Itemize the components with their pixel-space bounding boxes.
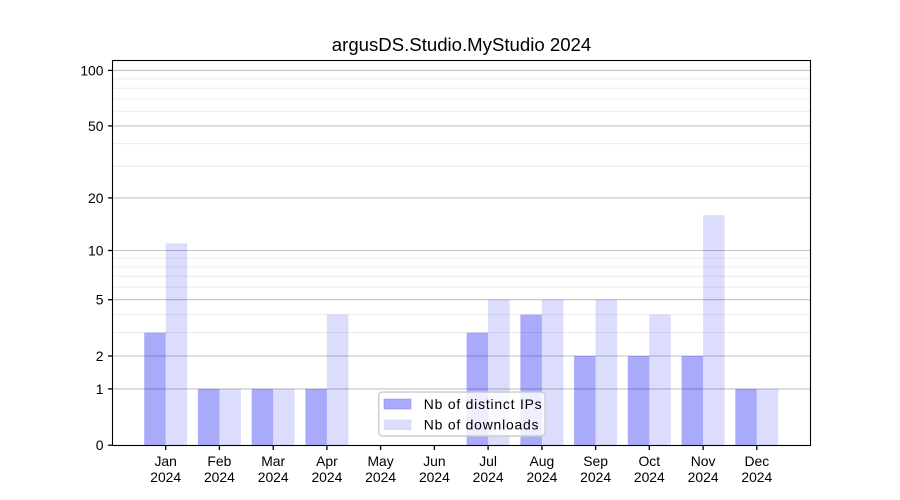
svg-text:2024: 2024: [419, 469, 450, 485]
svg-text:May: May: [367, 453, 393, 469]
svg-text:0: 0: [96, 437, 104, 453]
svg-text:10: 10: [88, 242, 104, 258]
svg-text:2024: 2024: [473, 469, 504, 485]
svg-text:2024: 2024: [688, 469, 719, 485]
svg-text:Apr: Apr: [316, 453, 338, 469]
svg-text:20: 20: [88, 190, 104, 206]
svg-text:2024: 2024: [204, 469, 235, 485]
svg-text:5: 5: [96, 292, 104, 308]
svg-text:2024: 2024: [526, 469, 557, 485]
svg-text:Sep: Sep: [583, 453, 608, 469]
svg-text:Nb of distinct IPs: Nb of distinct IPs: [424, 396, 543, 412]
svg-text:argusDS.Studio.MyStudio 2024: argusDS.Studio.MyStudio 2024: [332, 34, 591, 55]
svg-text:2024: 2024: [741, 469, 772, 485]
svg-text:2024: 2024: [580, 469, 611, 485]
svg-text:Jul: Jul: [479, 453, 497, 469]
svg-text:2024: 2024: [258, 469, 289, 485]
svg-text:Jun: Jun: [423, 453, 445, 469]
svg-text:2024: 2024: [634, 469, 665, 485]
svg-text:50: 50: [88, 118, 104, 134]
svg-text:2024: 2024: [365, 469, 396, 485]
svg-text:Nb of downloads: Nb of downloads: [424, 417, 539, 433]
svg-text:Feb: Feb: [207, 453, 231, 469]
svg-text:Nov: Nov: [691, 453, 716, 469]
svg-text:Dec: Dec: [744, 453, 769, 469]
svg-text:2024: 2024: [150, 469, 181, 485]
svg-text:1: 1: [96, 381, 104, 397]
svg-text:Mar: Mar: [261, 453, 285, 469]
svg-text:Aug: Aug: [530, 453, 555, 469]
svg-text:2: 2: [96, 348, 104, 364]
svg-text:100: 100: [80, 62, 103, 78]
svg-text:Jan: Jan: [154, 453, 176, 469]
svg-text:2024: 2024: [311, 469, 342, 485]
svg-text:Oct: Oct: [638, 453, 660, 469]
